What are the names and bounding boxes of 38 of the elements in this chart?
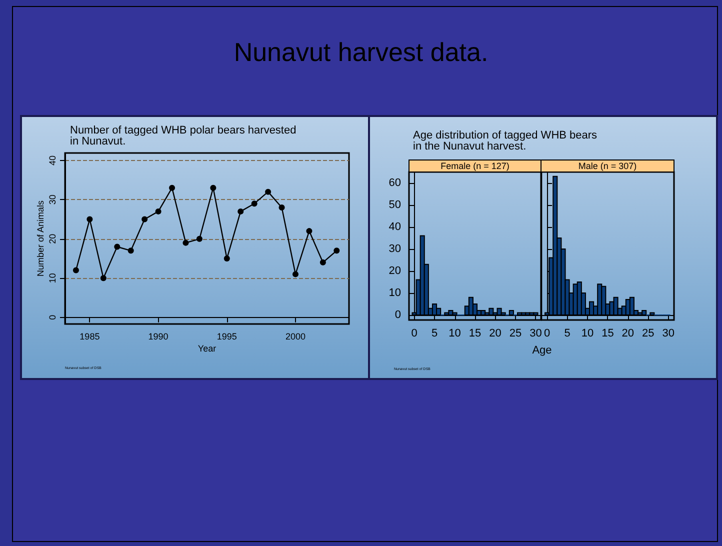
- x-tick-label: 25: [642, 328, 654, 340]
- x-axis-title: Age: [532, 344, 552, 356]
- y-tick-label: 40: [388, 220, 401, 233]
- x-tick-label: 20: [622, 328, 634, 340]
- x-tick-label: 0: [544, 328, 550, 340]
- x-tick-label: 1985: [80, 332, 100, 342]
- chart-title: Age distribution of tagged WHB bears in the Nunavut harvest.: [413, 130, 598, 152]
- y-tick-label: 20: [388, 264, 401, 277]
- chart-subtitle: Female (n = 127): [440, 161, 510, 171]
- x-tick-label: 15: [602, 328, 614, 340]
- chart-subtitle: Male (n = 307): [578, 161, 637, 171]
- x-axis-title: Year: [198, 344, 216, 354]
- y-tick-label: 20: [48, 234, 58, 244]
- chart-subtitle: Number of tagged WHB polar bears harvested in Nunavut.: [70, 124, 296, 148]
- x-tick-label: 1995: [216, 332, 237, 342]
- x-tick-label: 2000: [285, 332, 306, 342]
- x-tick-label: 10: [448, 328, 461, 340]
- x-tick-label: 20: [489, 328, 502, 340]
- y-tick-label: 10: [48, 273, 58, 284]
- x-tick-label: 30: [530, 328, 542, 340]
- y-tick-label: 40: [48, 155, 58, 166]
- x-tick-label: 15: [468, 328, 482, 340]
- x-tick-label: 30: [662, 328, 674, 340]
- chart-title: Nunavut harvest data.: [234, 37, 488, 67]
- y-tick-label: 30: [48, 194, 58, 205]
- x-tick-label: 1990: [148, 332, 168, 342]
- x-tick-label: 25: [509, 328, 522, 340]
- y-tick-label: 30: [388, 242, 401, 255]
- x-tick-label: 0: [411, 328, 418, 340]
- y-tick-label: 0: [48, 314, 58, 320]
- x-tick-label: 5: [431, 328, 438, 340]
- x-tick-label: 10: [581, 328, 594, 340]
- y-axis-title: Number of Animals: [36, 200, 46, 277]
- y-tick-label: 0: [394, 308, 401, 321]
- y-tick-label: 60: [388, 176, 401, 189]
- y-tick-label: 10: [388, 286, 401, 299]
- y-tick-label: 50: [388, 198, 401, 211]
- x-tick-label: 5: [564, 328, 570, 340]
